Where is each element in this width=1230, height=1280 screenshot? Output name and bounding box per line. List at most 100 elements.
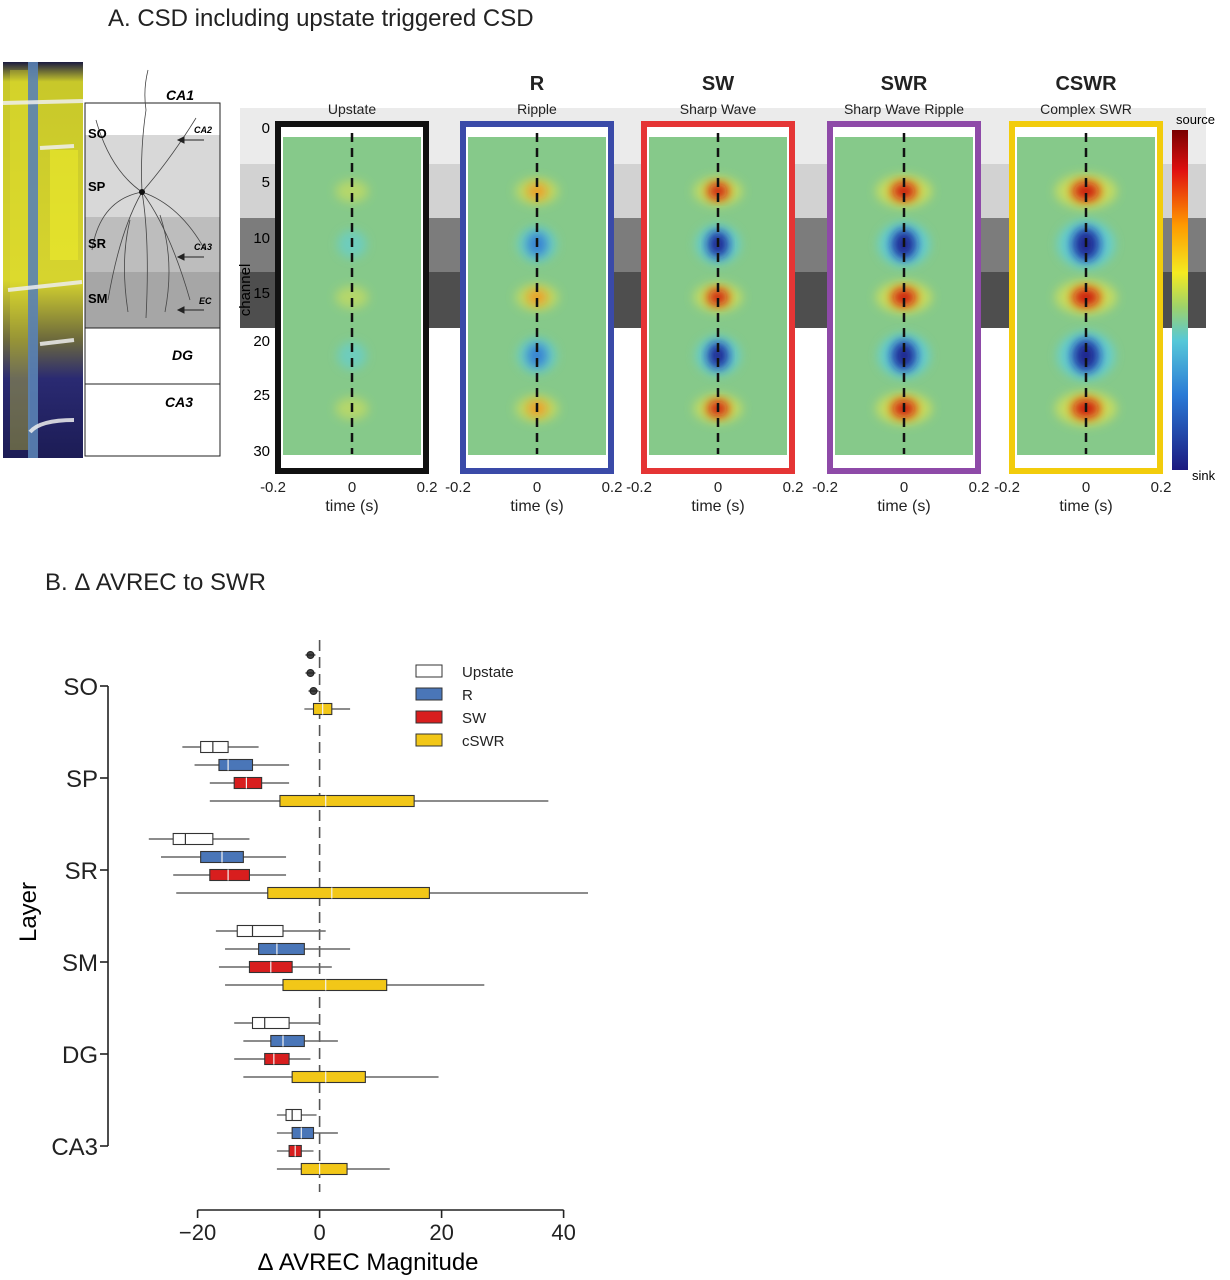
y-tick-label: SR bbox=[65, 858, 98, 885]
csd-sink-core bbox=[709, 344, 727, 367]
layer-label-so: SO bbox=[88, 126, 107, 141]
box bbox=[243, 1070, 439, 1084]
input-label-ca2: CA2 bbox=[194, 125, 212, 135]
box bbox=[276, 1162, 390, 1176]
x-tick-label: −20 bbox=[179, 1220, 216, 1245]
box-iqr bbox=[300, 1162, 348, 1176]
time-tick-label: 0 bbox=[900, 479, 908, 496]
csd-panel-name: Sharp Wave Ripple bbox=[844, 101, 964, 117]
box bbox=[276, 1126, 338, 1140]
csd-source-core bbox=[1073, 182, 1099, 200]
time-tick-label: 0.2 bbox=[602, 479, 623, 496]
time-tick-label: -0.2 bbox=[994, 479, 1020, 496]
channel-tick: 10 bbox=[253, 230, 270, 247]
boxplot-chart: SO SP SR SM DG CA3 −20 0 20 40 Upstate R SW cSWR bbox=[51, 640, 588, 1245]
y-axis-label: Layer bbox=[15, 882, 42, 942]
tissue-image bbox=[2, 62, 84, 458]
box-iqr bbox=[233, 776, 263, 790]
box-iqr bbox=[282, 978, 388, 992]
legend-label: R bbox=[462, 687, 473, 704]
box-iqr bbox=[285, 1108, 302, 1122]
box bbox=[209, 776, 290, 790]
y-tick-label: SM bbox=[62, 950, 98, 977]
box bbox=[148, 832, 250, 846]
time-tick-label: 0.2 bbox=[969, 479, 990, 496]
panel-b-title: B. Δ AVREC to SWR bbox=[45, 569, 266, 596]
x-tick-label: 0 bbox=[313, 1220, 325, 1245]
legend-swatch bbox=[415, 687, 443, 701]
box bbox=[305, 669, 316, 677]
legend-swatch bbox=[415, 733, 443, 747]
csd-panel-name: Ripple bbox=[517, 101, 557, 117]
channel-tick: 20 bbox=[253, 333, 270, 350]
colorbar-bottom-label: sink bbox=[1192, 468, 1216, 483]
csd-source-core bbox=[1073, 288, 1099, 306]
csd-panel-border bbox=[1009, 121, 1163, 474]
box bbox=[234, 1016, 320, 1030]
csd-panel-abbr: CSWR bbox=[1055, 73, 1117, 95]
time-axis-label: time (s) bbox=[510, 498, 563, 515]
legend-label: SW bbox=[462, 710, 487, 727]
box-iqr bbox=[264, 1052, 290, 1066]
box-iqr bbox=[270, 1034, 305, 1048]
x-tick-label: 40 bbox=[551, 1220, 575, 1245]
csd-panel-border bbox=[275, 121, 429, 474]
csd-panel: SWR Sharp Wave Ripple -0.2 0 0.2 time (s) bbox=[812, 73, 989, 515]
csd-panel: CSWR Complex SWR -0.2 0 0.2 time (s) bbox=[994, 73, 1171, 515]
channel-tick: 5 bbox=[262, 174, 270, 191]
csd-source-core bbox=[708, 184, 728, 199]
input-label-ca3: CA3 bbox=[194, 242, 212, 252]
legend-label: cSWR bbox=[462, 733, 505, 750]
channel-tick: 25 bbox=[253, 387, 270, 404]
box-iqr bbox=[267, 886, 430, 900]
box-iqr bbox=[172, 832, 214, 846]
box-iqr bbox=[209, 868, 251, 882]
csd-panel-abbr: R bbox=[530, 73, 545, 95]
csd-panel: SW Sharp Wave -0.2 0 0.2 time (s) bbox=[626, 73, 803, 515]
time-tick-label: 0.2 bbox=[1151, 479, 1172, 496]
csd-panel-border bbox=[460, 121, 614, 474]
region-label: CA1 bbox=[166, 87, 194, 103]
channel-tick: 15 bbox=[253, 285, 270, 302]
box bbox=[276, 1144, 314, 1158]
time-axis-label: time (s) bbox=[877, 498, 930, 515]
layer-label-dg: DG bbox=[172, 347, 193, 363]
colorbar-top-label: source bbox=[1176, 112, 1215, 127]
time-tick-label: -0.2 bbox=[626, 479, 652, 496]
time-tick-label: -0.2 bbox=[260, 479, 286, 496]
y-tick-label: CA3 bbox=[51, 1134, 98, 1161]
legend-swatch bbox=[415, 664, 443, 678]
csd-panel-name: Sharp Wave bbox=[680, 101, 757, 117]
box bbox=[173, 868, 287, 882]
panel-a-title: A. CSD including upstate triggered CSD bbox=[108, 5, 534, 32]
time-tick-label: -0.2 bbox=[812, 479, 838, 496]
box-iqr bbox=[258, 942, 305, 956]
x-axis-label: Δ AVREC Magnitude bbox=[257, 1249, 478, 1276]
csd-source-glow bbox=[526, 289, 548, 306]
box bbox=[194, 758, 290, 772]
time-tick-label: 0 bbox=[348, 479, 356, 496]
time-axis-label: time (s) bbox=[1059, 498, 1112, 515]
csd-panel-name: Upstate bbox=[328, 101, 376, 117]
layer-label-sm: SM bbox=[88, 291, 108, 306]
csd-panel-name: Complex SWR bbox=[1040, 101, 1132, 117]
input-label-ec: EC bbox=[199, 296, 212, 306]
box bbox=[176, 886, 588, 900]
box-iqr bbox=[279, 794, 415, 808]
channel-axis-label: channel bbox=[237, 264, 254, 317]
csd-sink-glow bbox=[526, 343, 548, 368]
box bbox=[276, 1108, 317, 1122]
layer-label-sr: SR bbox=[88, 236, 107, 251]
box bbox=[234, 1052, 311, 1066]
csd-panel: R Ripple -0.2 0 0.2 time (s) bbox=[445, 73, 622, 515]
csd-panels: Upstate -0.2 0 0.2 time (s) R Ripple -0.2 0 0.2 ti… bbox=[260, 73, 1171, 515]
box bbox=[304, 702, 351, 716]
layer-schematic bbox=[84, 69, 221, 457]
box bbox=[308, 687, 319, 695]
box bbox=[218, 960, 332, 974]
csd-sink-core bbox=[1074, 341, 1098, 370]
box-iqr bbox=[291, 1070, 366, 1084]
x-tick-label: 20 bbox=[429, 1220, 453, 1245]
y-tick-label: SP bbox=[66, 766, 98, 793]
